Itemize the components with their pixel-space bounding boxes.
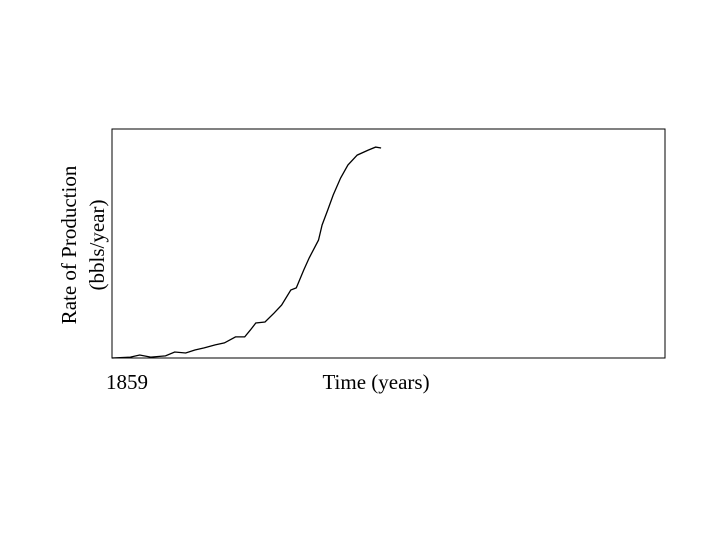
y-axis-label: Rate of Production xyxy=(57,165,81,324)
data-line xyxy=(111,146,382,359)
x-axis-label: Time (years) xyxy=(322,370,429,394)
x-tick-label: 1859 xyxy=(106,370,148,394)
y-axis-label: (bbls/year) xyxy=(85,200,109,291)
plot-frame xyxy=(111,128,666,359)
